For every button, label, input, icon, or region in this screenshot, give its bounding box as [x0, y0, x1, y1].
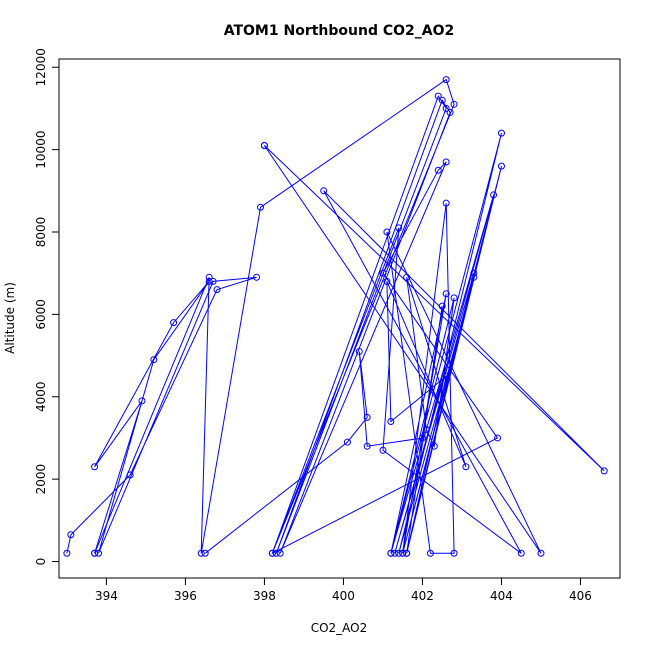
data-point: [399, 549, 407, 557]
data-point: [403, 273, 411, 281]
data-point: [209, 277, 217, 285]
data-point: [426, 549, 434, 557]
data-point: [434, 92, 442, 100]
data-point: [395, 549, 403, 557]
y-axis-label: Altitude (m): [3, 282, 17, 354]
data-point: [256, 203, 264, 211]
data-point: [438, 96, 446, 104]
data-point: [395, 224, 403, 232]
x-tick-label: 396: [174, 589, 197, 603]
chart-title: ATOM1 Northbound CO2_AO2: [224, 23, 455, 39]
data-point: [442, 372, 450, 380]
data-point: [201, 549, 209, 557]
y-tick-label: 6000: [34, 299, 48, 330]
data-point: [494, 434, 502, 442]
data-point: [355, 347, 363, 355]
data-point: [387, 549, 395, 557]
series-line-1: [66, 276, 257, 554]
data-point: [387, 417, 395, 425]
x-tick-label: 398: [253, 589, 276, 603]
x-axis: 394 396 398 400 402 404 406: [95, 578, 592, 603]
data-point: [442, 104, 450, 112]
data-point: [600, 467, 608, 475]
data-point: [363, 442, 371, 450]
y-tick-label: 10000: [34, 131, 48, 169]
data-point: [446, 109, 454, 117]
data-point: [422, 426, 430, 434]
x-tick-label: 404: [490, 589, 513, 603]
data-point: [205, 273, 213, 281]
data-point: [418, 434, 426, 442]
data-point: [67, 531, 75, 539]
data-point: [95, 549, 103, 557]
data-point: [442, 290, 450, 298]
data-point: [430, 442, 438, 450]
data-point: [379, 269, 387, 277]
data-point: [363, 413, 371, 421]
data-point: [391, 549, 399, 557]
data-series: [63, 76, 608, 557]
data-point: [450, 100, 458, 108]
series-line-3: [204, 132, 542, 554]
y-tick-label: 8000: [34, 217, 48, 248]
x-tick-label: 402: [411, 589, 434, 603]
data-point: [537, 549, 545, 557]
data-point: [150, 356, 158, 364]
data-point: [268, 549, 276, 557]
data-point: [63, 549, 71, 557]
data-point: [91, 463, 99, 471]
y-axis: 0 2000 4000 6000 8000 10000 12000: [34, 48, 59, 565]
data-point: [490, 191, 498, 199]
data-point: [442, 76, 450, 84]
x-tick-label: 406: [569, 589, 592, 603]
data-point: [379, 446, 387, 454]
data-point: [272, 549, 280, 557]
data-point: [253, 273, 261, 281]
data-point: [442, 199, 450, 207]
data-point: [343, 438, 351, 446]
data-point: [403, 549, 411, 557]
data-point: [383, 277, 391, 285]
data-point: [450, 549, 458, 557]
data-point: [213, 286, 221, 294]
data-point: [442, 158, 450, 166]
data-point: [138, 397, 146, 405]
data-point: [320, 187, 328, 195]
data-point: [260, 142, 268, 149]
y-tick-label: 2000: [34, 464, 48, 495]
data-point: [470, 269, 478, 277]
series-line-2: [94, 78, 605, 555]
plot-frame: [58, 58, 621, 579]
data-point: [470, 273, 478, 281]
x-tick-label: 394: [95, 589, 118, 603]
data-point: [497, 129, 505, 137]
x-tick-label: 400: [332, 589, 355, 603]
data-point: [383, 228, 391, 236]
data-point: [497, 162, 505, 170]
data-point: [434, 166, 442, 174]
data-point: [276, 549, 284, 557]
data-point: [517, 549, 525, 557]
data-point: [170, 319, 178, 327]
x-axis-label: CO2_AO2: [311, 621, 368, 635]
y-tick-label: 12000: [34, 48, 48, 86]
data-point: [438, 302, 446, 310]
data-point: [462, 463, 470, 471]
data-point: [197, 549, 205, 557]
y-tick-label: 0: [34, 558, 48, 566]
y-tick-label: 4000: [34, 381, 48, 412]
data-point: [91, 549, 99, 557]
data-point: [450, 294, 458, 302]
